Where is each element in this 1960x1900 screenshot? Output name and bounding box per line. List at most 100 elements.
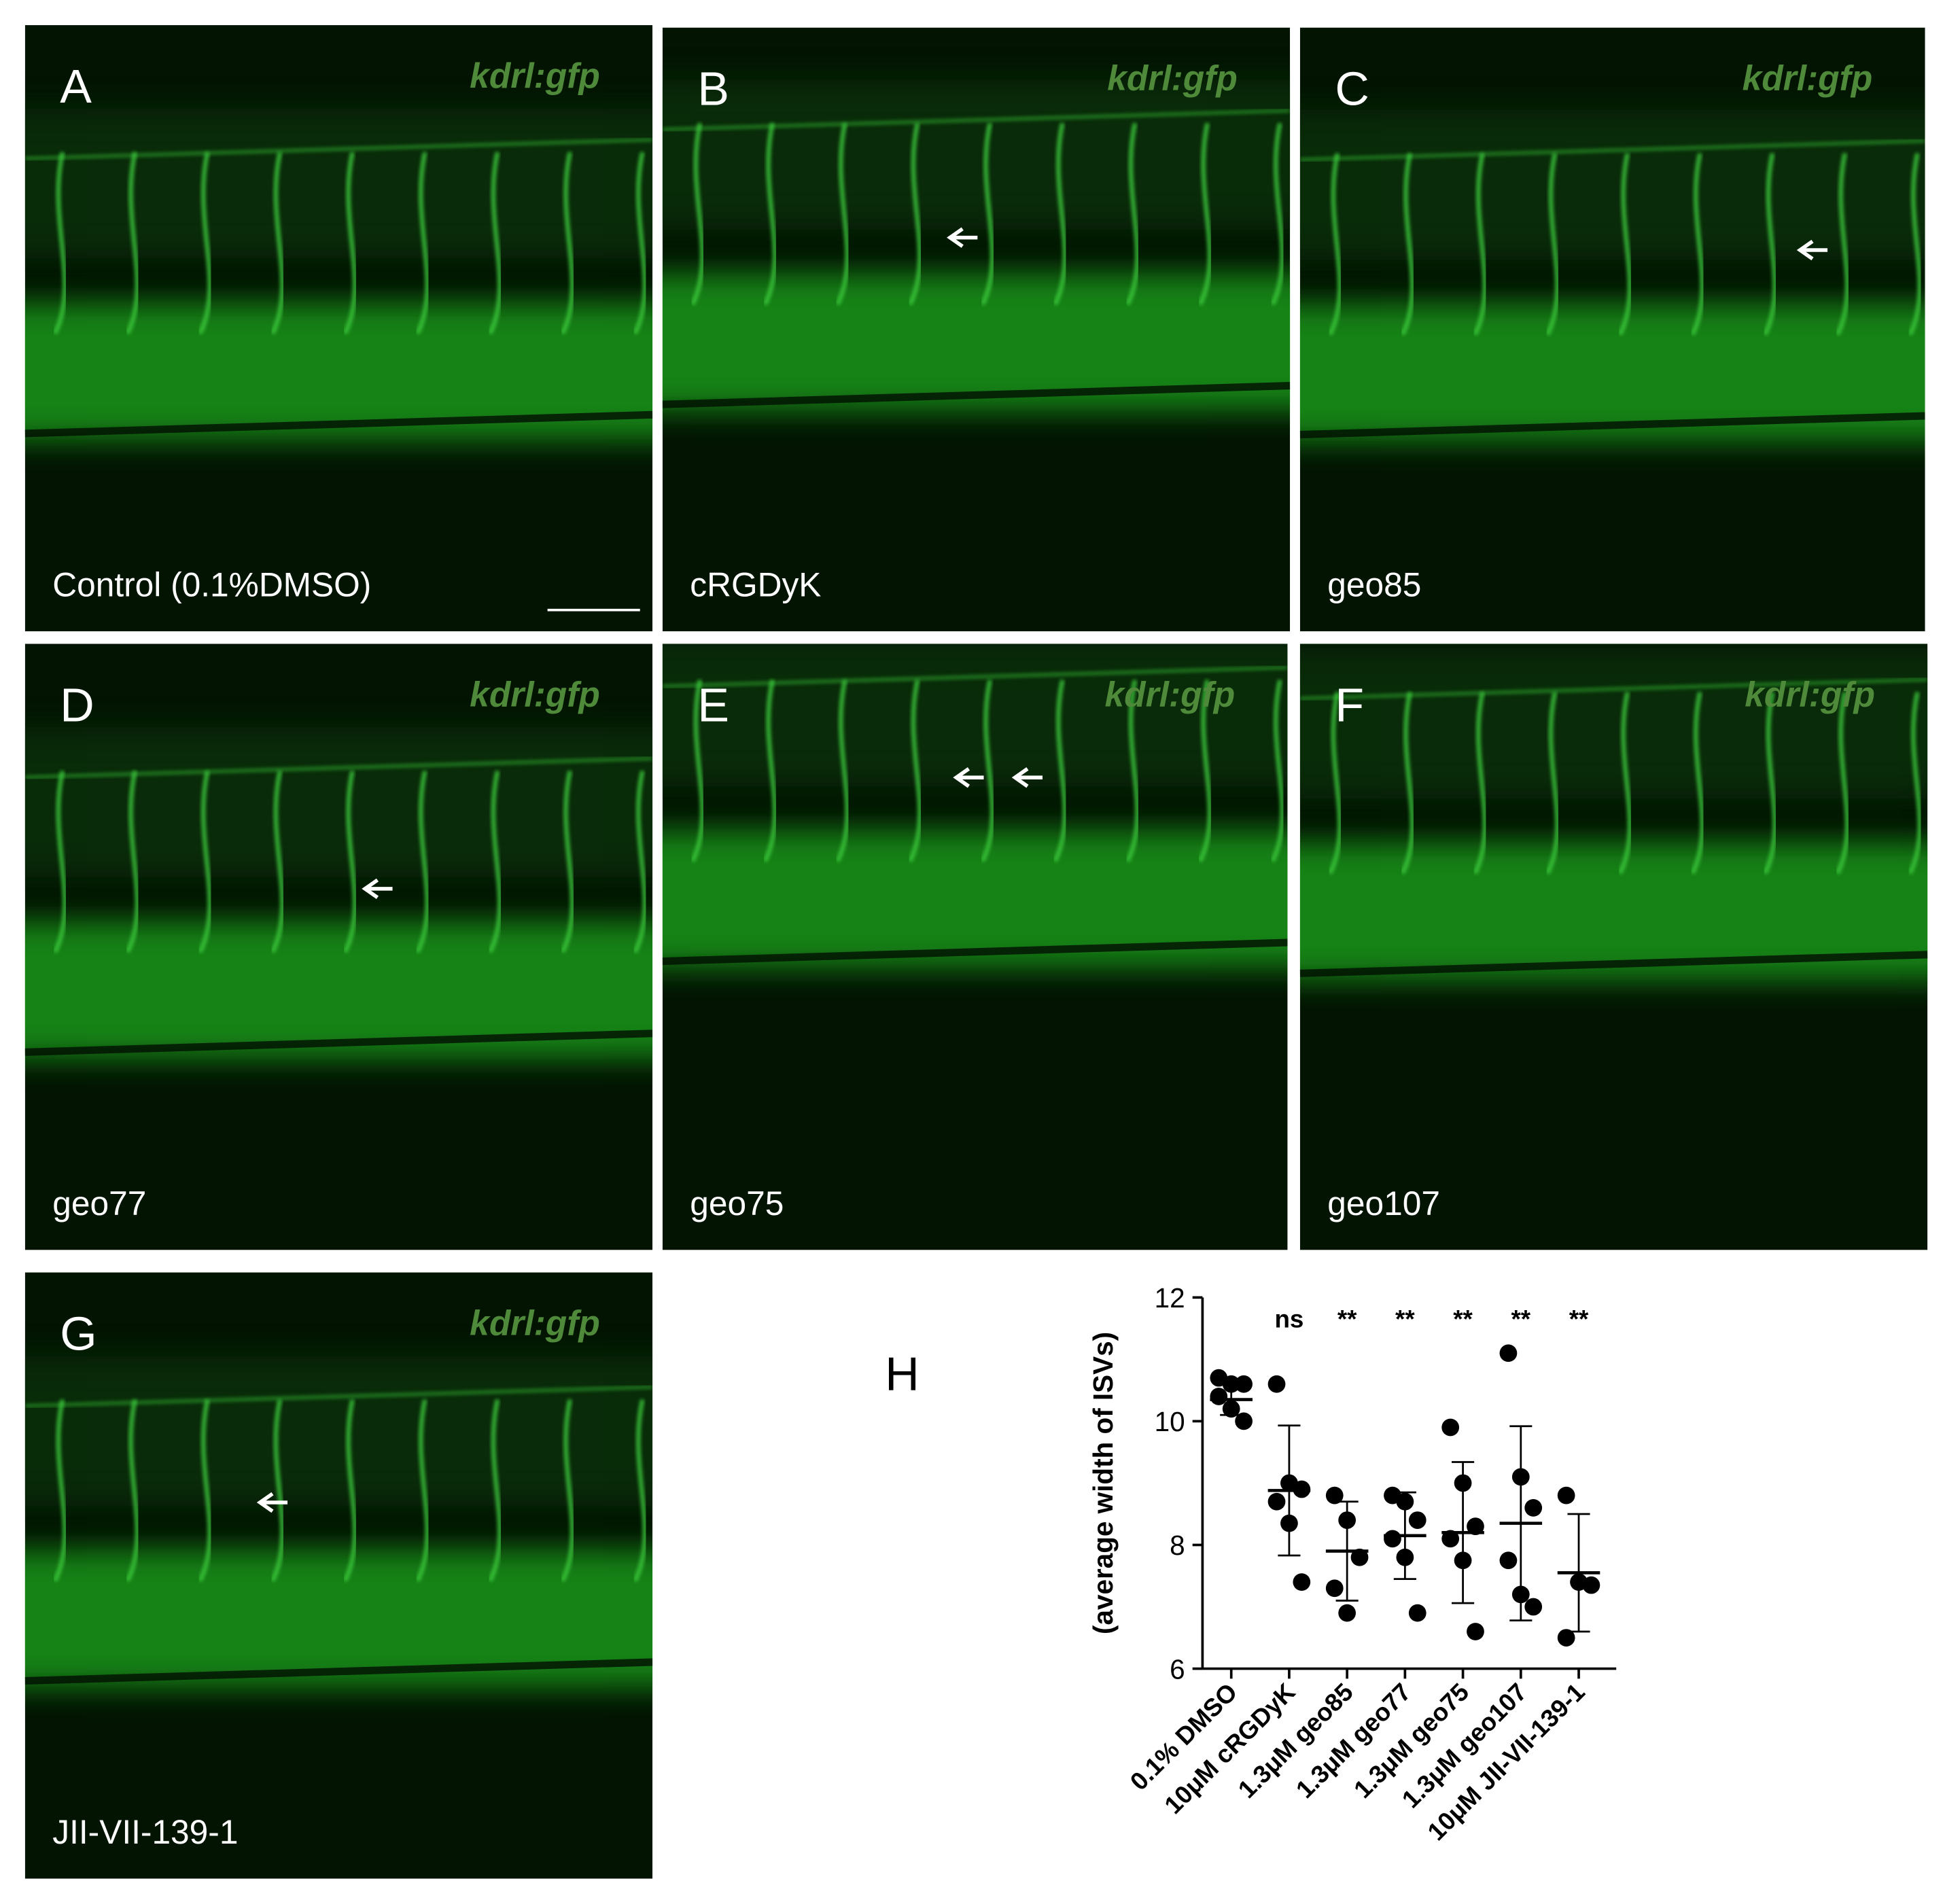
isv [633, 770, 647, 953]
isv [125, 770, 140, 953]
isv [835, 680, 850, 862]
data-point [1557, 1486, 1575, 1505]
error-bar [1393, 1491, 1416, 1580]
data-point [1467, 1517, 1484, 1536]
treatment-label: geo77 [52, 1184, 146, 1222]
error-bar [1509, 1425, 1533, 1621]
isv [343, 152, 357, 335]
significance-label: ns [1274, 1305, 1303, 1333]
isv [1328, 153, 1342, 336]
significance-label: ** [1395, 1305, 1415, 1333]
isv [488, 770, 502, 953]
data-point [1325, 1579, 1344, 1598]
isv [1690, 691, 1704, 875]
isv [763, 122, 777, 306]
panel-letter: C [1335, 63, 1369, 116]
dorsal-vessel [662, 665, 1288, 688]
isv [980, 680, 995, 862]
marker-label: kdrl:gfp [1105, 674, 1236, 714]
data-point [1210, 1388, 1228, 1405]
isv [415, 1398, 430, 1582]
data-point [1325, 1486, 1344, 1505]
isv [1835, 691, 1850, 875]
isv [1473, 691, 1487, 875]
gut-shadow [24, 1030, 653, 1056]
y-tick-label: 12 [1155, 1282, 1185, 1314]
isv [1400, 153, 1415, 336]
error-bar [1335, 1500, 1359, 1602]
data-point [1293, 1573, 1311, 1591]
panel-letter: A [60, 60, 92, 113]
isv [1617, 691, 1632, 875]
isv [1763, 153, 1777, 336]
data-point [1267, 1375, 1286, 1393]
isv [53, 770, 67, 953]
isv [908, 680, 922, 862]
isv [908, 122, 922, 306]
data-point [1524, 1498, 1543, 1517]
isv [1053, 680, 1067, 862]
error-bar [1567, 1513, 1590, 1633]
isv [198, 1398, 212, 1582]
treatment-label: geo107 [1327, 1184, 1440, 1222]
significance-label: ** [1511, 1305, 1530, 1333]
isv [1125, 122, 1140, 306]
arrow [362, 878, 393, 900]
gut-shadow [24, 1658, 653, 1685]
isv [198, 770, 212, 953]
data-point [1499, 1551, 1518, 1570]
y-tick-label: 10 [1155, 1406, 1185, 1437]
marker-label: kdrl:gfp [470, 56, 600, 95]
isv [690, 680, 705, 862]
isv [763, 680, 777, 862]
treatment-label: JII-VII-139-1 [52, 1813, 238, 1851]
isv [125, 1398, 140, 1582]
isv [560, 1398, 575, 1582]
data-point [1582, 1576, 1600, 1594]
isv [1908, 153, 1923, 336]
isv [1053, 122, 1067, 306]
data-point [1557, 1629, 1575, 1647]
marker-label: kdrl:gfp [470, 1303, 600, 1343]
data-point [1441, 1418, 1460, 1437]
isv [343, 1398, 357, 1582]
marker-label: kdrl:gfp [1107, 58, 1238, 98]
isv [690, 122, 705, 306]
isv [560, 770, 575, 953]
isv [1270, 680, 1284, 862]
gut-shadow [24, 410, 653, 438]
data-point [1235, 1375, 1253, 1393]
gut-shadow [662, 382, 1291, 408]
isv [1763, 691, 1777, 875]
isv [1473, 153, 1487, 336]
dorsal-vessel [24, 756, 653, 779]
dorsal-vessel [1299, 139, 1925, 162]
arrow [256, 1492, 288, 1513]
isv [125, 152, 140, 335]
marker-label: kdrl:gfp [1745, 674, 1875, 714]
dorsal-vessel [662, 109, 1291, 132]
panel-letter: E [697, 678, 729, 731]
arrow [1011, 767, 1043, 788]
dorsal-vessel [1299, 678, 1928, 701]
isv [1835, 153, 1850, 336]
isv [270, 770, 285, 953]
data-point [1467, 1623, 1484, 1640]
isv [1197, 122, 1212, 306]
significance-label: ** [1453, 1305, 1473, 1333]
isv [198, 152, 212, 335]
data-point [1499, 1344, 1518, 1362]
isv [1908, 691, 1923, 875]
data-point [1338, 1604, 1357, 1622]
isv [633, 1398, 647, 1582]
panel-letter: H [885, 1347, 919, 1400]
isv [488, 152, 502, 335]
marker-label: kdrl:gfp [470, 674, 600, 714]
error-bar [1220, 1383, 1243, 1416]
isv [1125, 680, 1140, 862]
error-bar [1452, 1461, 1475, 1604]
